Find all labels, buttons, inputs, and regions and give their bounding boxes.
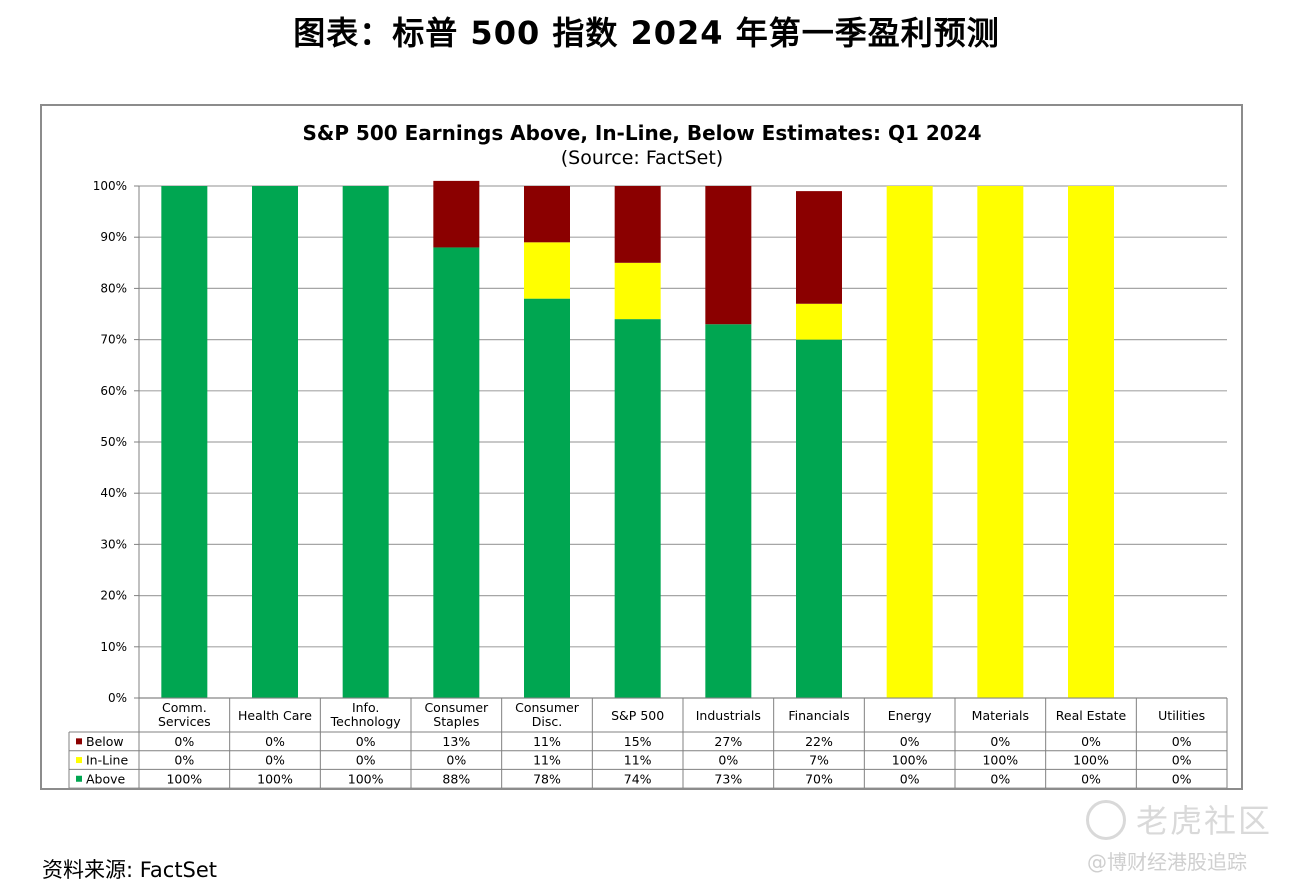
page-title: 图表：标普 500 指数 2024 年第一季盈利预测 — [293, 14, 1000, 52]
watermark-author: @博财经港股追踪 — [1087, 850, 1247, 874]
data-label: 11% — [533, 734, 561, 749]
data-label: 88% — [442, 771, 470, 786]
category-label: Utilities — [1158, 708, 1205, 723]
bar-inline — [614, 262, 661, 320]
watermark-logo: 老虎社区 — [1086, 796, 1272, 843]
bar-above — [524, 298, 570, 698]
y-tick-label: 0% — [108, 691, 127, 705]
data-label: 27% — [714, 734, 742, 749]
data-table: Comm. Services Health Care Info. Technology C… — [68, 697, 1228, 788]
category-label: Info. Technology — [330, 700, 402, 729]
bar-below — [524, 186, 570, 243]
bar-inline — [1068, 186, 1114, 698]
bar-inline — [524, 242, 570, 299]
data-label: 11% — [533, 753, 561, 768]
data-label: 100% — [348, 771, 384, 786]
data-label: 0% — [265, 753, 285, 768]
category-label: Consumer Disc. — [515, 700, 580, 729]
data-label: 74% — [624, 771, 652, 786]
data-label: 0% — [1081, 734, 1101, 749]
bar-below — [433, 180, 480, 248]
data-label: 0% — [1081, 771, 1101, 786]
bar-below — [796, 191, 842, 304]
data-label: 0% — [356, 734, 376, 749]
data-label: 13% — [442, 734, 470, 749]
legend-key — [76, 757, 82, 764]
data-label: 0% — [900, 771, 920, 786]
y-tick-label: 30% — [100, 537, 127, 551]
bar-above — [705, 324, 752, 698]
data-label: 0% — [356, 753, 376, 768]
data-label: 73% — [714, 771, 742, 786]
y-tick-label: 70% — [100, 333, 127, 347]
data-label: 0% — [900, 734, 920, 749]
stacked-bar-chart: S&P 500 Earnings Above, In-Line, Below E… — [68, 121, 1228, 788]
bar-inline — [886, 186, 933, 698]
data-label: 0% — [265, 734, 285, 749]
legend-label: Below — [86, 734, 124, 749]
y-tick-label: 20% — [100, 589, 127, 603]
y-tick-label: 40% — [100, 486, 127, 500]
category-label: Real Estate — [1056, 708, 1127, 723]
data-label: 78% — [533, 771, 561, 786]
data-label: 0% — [990, 771, 1010, 786]
grid-layer — [139, 185, 1227, 699]
data-label: 0% — [174, 753, 194, 768]
chart-title: S&P 500 Earnings Above, In-Line, Below E… — [302, 121, 981, 145]
bar-above — [161, 186, 208, 698]
source-note: 资料来源: FactSet — [42, 858, 218, 882]
category-label: Comm. Services — [158, 700, 211, 729]
data-label: 100% — [1073, 753, 1109, 768]
y-tick-label: 60% — [100, 384, 127, 398]
data-label: 0% — [1172, 753, 1192, 768]
data-label: 100% — [257, 771, 293, 786]
data-label: 100% — [166, 771, 202, 786]
bar-below — [614, 186, 661, 263]
y-tick-label: 80% — [100, 281, 127, 295]
data-label: 0% — [174, 734, 194, 749]
y-tick-label: 100% — [93, 179, 127, 193]
data-label: 0% — [718, 753, 738, 768]
legend-key — [76, 738, 82, 745]
data-label: 11% — [624, 753, 652, 768]
category-label: Industrials — [696, 708, 761, 723]
bar-layer — [161, 180, 1114, 698]
data-label: 100% — [982, 753, 1018, 768]
bar-inline — [977, 186, 1024, 698]
tiger-logo-icon — [1086, 800, 1126, 840]
bar-inline — [796, 303, 842, 340]
category-label: Consumer Staples — [424, 700, 489, 729]
data-label: 70% — [805, 771, 833, 786]
y-tick-label: 90% — [100, 230, 127, 244]
bar-above — [433, 247, 480, 698]
data-label: 22% — [805, 734, 833, 749]
bar-above — [614, 319, 661, 698]
category-label: S&P 500 — [611, 708, 664, 723]
axis-layer: 0% 10% 20% 30% 40% 50% 60% 70% 80% 90% 100% — [93, 179, 140, 705]
category-label: Health Care — [238, 708, 312, 723]
category-label: Energy — [888, 708, 932, 723]
bar-above — [342, 186, 389, 698]
data-label: 7% — [809, 753, 829, 768]
data-label: 100% — [892, 753, 928, 768]
watermark-logo-text: 老虎社区 — [1136, 802, 1273, 840]
y-tick-label: 10% — [100, 640, 127, 654]
chart-subtitle: (Source: FactSet) — [561, 147, 723, 169]
data-label: 0% — [446, 753, 466, 768]
legend-label: In-Line — [86, 753, 128, 768]
bar-below — [705, 186, 752, 325]
bar-above — [796, 339, 842, 698]
category-label: Financials — [788, 708, 849, 723]
y-tick-label: 50% — [100, 435, 127, 449]
data-label: 0% — [1172, 771, 1192, 786]
data-label: 0% — [1172, 734, 1192, 749]
chart-frame: S&P 500 Earnings Above, In-Line, Below E… — [40, 104, 1243, 790]
legend-key — [76, 775, 82, 782]
category-label: Materials — [972, 708, 1029, 723]
legend-label: Above — [86, 771, 126, 786]
data-label: 15% — [624, 734, 652, 749]
bar-above — [252, 186, 298, 698]
data-label: 0% — [990, 734, 1010, 749]
